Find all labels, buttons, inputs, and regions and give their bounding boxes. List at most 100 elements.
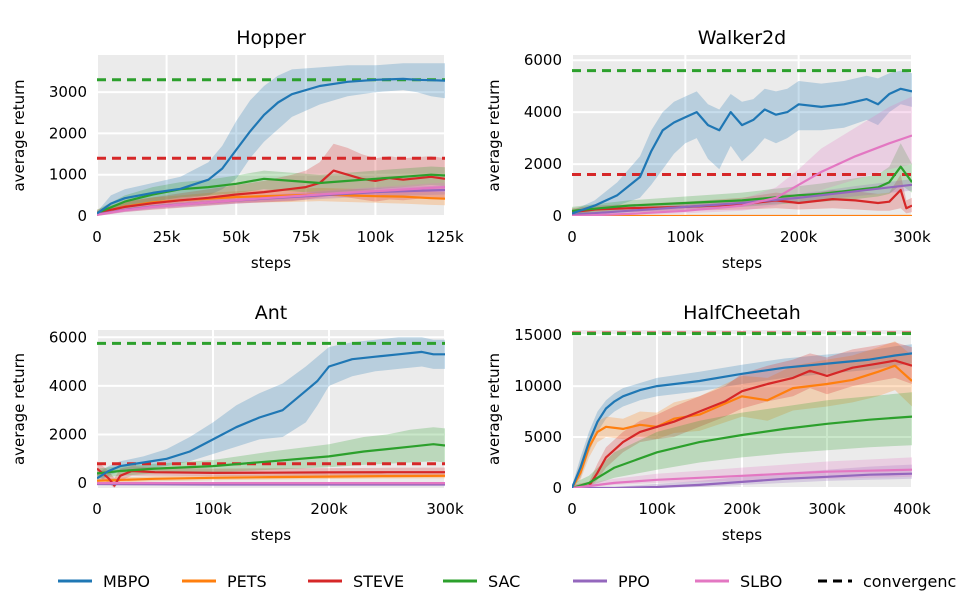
series-line-pets	[97, 474, 445, 482]
y-tick-label: 1000	[49, 166, 87, 184]
y-tick-label: 15000	[514, 326, 562, 344]
chart-panels: Hopper 0 25k 50k 75k 100k 125k 0 1000 2000 3000 ste…	[10, 27, 931, 544]
series-line-mbpo	[572, 87, 912, 215]
band-steve	[572, 174, 912, 216]
x-axis-label: steps	[251, 254, 291, 272]
legend-item-convergence: convergence	[818, 572, 956, 591]
series-line-sac	[572, 415, 912, 488]
y-tick-label: 0	[77, 474, 87, 492]
series-line-slbo	[572, 134, 912, 216]
series-line-slbo	[572, 468, 912, 488]
band-mbpo	[97, 337, 445, 484]
band-sac	[97, 427, 445, 479]
legend-item-sac: SAC	[443, 572, 520, 591]
y-tick-label: 10000	[514, 377, 562, 395]
band-ppo	[572, 464, 912, 488]
y-tick-label: 2000	[49, 426, 87, 444]
y-tick-label: 2000	[524, 155, 562, 173]
chart-panel-hopper: Hopper 0 25k 50k 75k 100k 125k 0 1000 2000 3000 ste…	[10, 27, 464, 272]
plot-data	[97, 63, 445, 216]
y-tick-label: 4000	[49, 377, 87, 395]
series-line-sac	[97, 443, 445, 475]
y-tick-label: 3000	[49, 83, 87, 101]
x-tick-label: 400k	[893, 500, 931, 518]
x-tick-label: 0	[92, 500, 102, 518]
x-tick-label: 125k	[426, 228, 464, 246]
band-sac	[572, 143, 912, 216]
chart-panel-ant: Ant 0 100k 200k 300k 0 2000 4000 6000 steps averag…	[10, 302, 464, 544]
x-axis-label: steps	[722, 526, 762, 544]
x-tick-label: 0	[567, 500, 577, 518]
series-line-sac	[97, 173, 445, 215]
x-tick-label: 100k	[667, 228, 705, 246]
chart-title: HalfCheetah	[683, 302, 801, 324]
plot-data	[97, 337, 445, 488]
band-mbpo	[97, 63, 445, 216]
y-tick-label: 5000	[524, 428, 562, 446]
series-line-ppo	[572, 472, 912, 488]
x-tick-label: 100k	[638, 500, 676, 518]
series-line-mbpo	[572, 352, 912, 488]
y-tick-label: 6000	[49, 328, 87, 346]
chart-title: Walker2d	[698, 27, 786, 49]
chart-panel-halfcheetah: HalfCheetah 0 100k 200k 300k 400k 0 5000 10000 15…	[485, 302, 931, 544]
plot-data	[572, 331, 912, 488]
series-line-mbpo	[97, 350, 445, 480]
y-tick-label: 0	[552, 207, 562, 225]
x-tick-label: 300k	[426, 500, 464, 518]
legend-label: STEVE	[353, 572, 404, 591]
y-axis-label: average return	[485, 353, 503, 465]
y-tick-label: 6000	[524, 51, 562, 69]
x-tick-label: 75k	[292, 228, 320, 246]
x-tick-label: 25k	[153, 228, 181, 246]
series-line-slbo	[97, 186, 445, 216]
legend-label: PETS	[227, 572, 267, 591]
plot-data	[572, 69, 912, 216]
x-tick-label: 200k	[723, 500, 761, 518]
legend-label: MBPO	[103, 572, 150, 591]
chart-title: Hopper	[236, 27, 306, 49]
x-tick-label: 50k	[222, 228, 250, 246]
y-axis-label: average return	[10, 353, 28, 465]
band-steve	[572, 342, 912, 488]
legend-label: PPO	[618, 572, 650, 591]
y-tick-label: 0	[552, 479, 562, 497]
legend-label: SAC	[488, 572, 520, 591]
legend-item-ppo: PPO	[573, 572, 650, 591]
x-tick-label: 0	[92, 228, 102, 246]
y-tick-label: 0	[77, 207, 87, 225]
series-line-sac	[572, 165, 912, 212]
chart-panel-walker2d: Walker2d 0 100k 200k 300k 0 2000 4000 6000 steps a…	[485, 27, 931, 272]
band-mbpo	[572, 344, 912, 488]
band-pets	[572, 341, 912, 488]
x-tick-label: 100k	[357, 228, 395, 246]
y-axis-label: average return	[10, 79, 28, 191]
y-tick-label: 4000	[524, 103, 562, 121]
plot-area	[97, 55, 445, 216]
chart-title: Ant	[255, 302, 288, 324]
legend-label: convergence	[863, 572, 956, 591]
y-tick-label: 2000	[49, 124, 87, 142]
x-tick-label: 0	[567, 228, 577, 246]
x-axis-label: steps	[722, 254, 762, 272]
legend: MBPO PETS STEVE SAC PPO SLBO convergence	[58, 572, 956, 591]
legend-item-slbo: SLBO	[695, 572, 782, 591]
legend-label: SLBO	[740, 572, 782, 591]
legend-item-pets: PETS	[182, 572, 267, 591]
x-tick-label: 100k	[194, 500, 232, 518]
series-line-mbpo	[97, 77, 445, 215]
series-line-steve	[572, 188, 912, 214]
band-slbo	[572, 96, 912, 216]
x-tick-label: 300k	[893, 228, 931, 246]
series-line-steve	[572, 359, 912, 488]
band-sac	[572, 392, 912, 488]
x-tick-label: 200k	[780, 228, 818, 246]
series-line-ppo	[572, 183, 912, 216]
x-tick-label: 200k	[310, 500, 348, 518]
y-axis-label: average return	[485, 79, 503, 191]
legend-item-mbpo: MBPO	[58, 572, 150, 591]
x-tick-label: 300k	[808, 500, 846, 518]
legend-item-steve: STEVE	[308, 572, 404, 591]
x-axis-label: steps	[251, 526, 291, 544]
